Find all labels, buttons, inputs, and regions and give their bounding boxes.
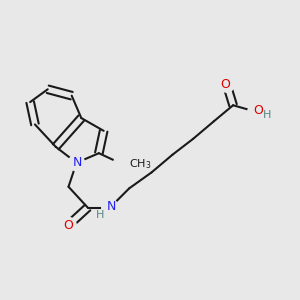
Text: CH$_3$: CH$_3$ — [129, 158, 152, 171]
Text: O: O — [220, 78, 230, 91]
Circle shape — [61, 218, 76, 233]
Text: O: O — [64, 219, 74, 232]
Circle shape — [68, 155, 85, 171]
Circle shape — [113, 155, 132, 174]
Text: H: H — [263, 110, 271, 120]
Text: N: N — [106, 200, 116, 213]
Circle shape — [102, 199, 118, 216]
Text: N: N — [73, 156, 83, 169]
Circle shape — [248, 104, 263, 119]
Text: H: H — [96, 210, 105, 220]
Text: O: O — [253, 104, 263, 117]
Circle shape — [219, 77, 234, 92]
